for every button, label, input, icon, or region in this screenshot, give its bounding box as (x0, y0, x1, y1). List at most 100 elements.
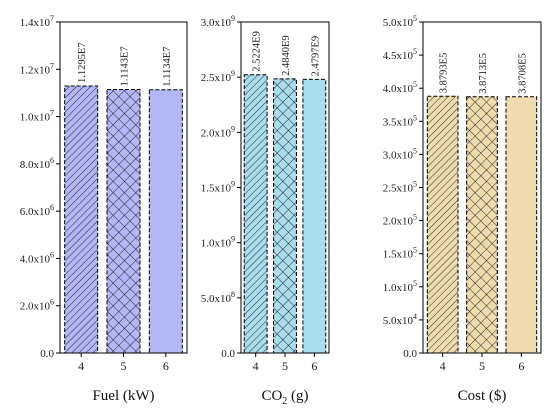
y-tick-exponent: 6 (50, 250, 54, 259)
y-tick-label: 5.0x108 (201, 290, 235, 305)
y-tick-label: 3.0x105 (383, 146, 417, 161)
y-tick-mantissa: 3.0x10 (383, 149, 414, 161)
data-label: 2.4797E9 (310, 36, 321, 77)
y-tick-exponent: 6 (50, 156, 54, 165)
y-tick-label: 0.0 (40, 348, 54, 360)
x-tick-label: 6 (518, 359, 524, 373)
y-tick-exponent: 9 (231, 180, 235, 189)
y-tick-exponent: 5 (413, 213, 417, 222)
x-axis-label-subscript: 2 (282, 396, 287, 407)
y-tick-label: 1.2x107 (20, 61, 54, 76)
bar-hatch-2-5 (273, 78, 297, 353)
x-axis-label: Cost ($) (458, 388, 507, 404)
x-tick-label: 4 (440, 359, 446, 373)
y-tick-mantissa: 6.0x10 (20, 206, 51, 218)
chart-panel-3: 3.8793E543.8713E553.8708E560.05.0x1041.0… (383, 14, 542, 404)
y-tick-mantissa: 5.0x10 (201, 293, 232, 305)
chart-panel-2: 2.5224E9 4 2.4840E9 5 2.4797E9 6 0.0 5.0x108 1.0… (201, 14, 330, 407)
y-tick-exponent: 6 (50, 203, 54, 212)
y-tick-mantissa: 4.0x10 (383, 83, 414, 95)
y-tick-mantissa: 1.0x10 (383, 282, 414, 294)
plot-frame (240, 21, 330, 354)
data-label: 3.8793E5 (439, 53, 450, 94)
x-tick-label: 6 (163, 359, 169, 373)
y-tick-exponent: 7 (50, 14, 54, 23)
y-tick-exponent: 4 (413, 312, 417, 321)
y-tick-label: 8.0x106 (20, 156, 54, 171)
y-tick-label: 0.0 (403, 348, 417, 360)
bar-3-6 (505, 96, 537, 353)
data-label: 1.1143E7 (120, 46, 131, 86)
y-tick-mantissa: 4.5x10 (383, 50, 414, 62)
bar-hatch-3-5 (466, 96, 498, 353)
y-tick-exponent: 5 (413, 246, 417, 255)
bar-hatch-2-4 (244, 74, 268, 354)
y-tick-mantissa: 2.0x10 (201, 127, 232, 139)
data-label: 1.1295E7 (77, 42, 88, 83)
x-tick-label: 5 (479, 359, 485, 373)
y-tick-label: 2.0x106 (20, 298, 54, 313)
x-tick-label: 6 (311, 359, 317, 373)
y-tick-mantissa: 5.0x10 (383, 315, 414, 327)
y-tick-label: 1.5x109 (201, 180, 235, 195)
y-tick-exponent: 5 (413, 180, 417, 189)
y-tick-mantissa: 1.2x10 (20, 64, 51, 76)
x-tick-label: 4 (78, 359, 84, 373)
y-tick-mantissa: 3.0x10 (201, 17, 232, 29)
y-tick-mantissa: 2.0x10 (20, 301, 51, 313)
x-axis-label: CO2 (g) (261, 388, 308, 407)
y-tick-label: 5.0x105 (383, 14, 417, 29)
data-label: 3.8708E5 (517, 53, 528, 94)
y-tick-exponent: 5 (413, 279, 417, 288)
y-tick-label: 2.0x109 (201, 124, 235, 139)
y-tick-exponent: 6 (50, 298, 54, 307)
y-tick-mantissa: 3.5x10 (383, 116, 414, 128)
data-label: 1.1134E7 (162, 47, 173, 87)
y-tick-label: 1.0x105 (383, 279, 417, 294)
y-tick-exponent: 9 (231, 69, 235, 78)
y-tick-label: 6.0x106 (20, 203, 54, 218)
bar-hatch-3-4 (427, 96, 459, 353)
y-tick-label: 2.0x105 (383, 213, 417, 228)
y-tick-label: 1.0x109 (201, 235, 235, 250)
y-tick-mantissa: 4.0x10 (20, 253, 51, 265)
y-tick-mantissa: 2.0x10 (383, 216, 414, 228)
y-tick-label: 3.0x109 (201, 14, 235, 29)
y-tick-mantissa: 1.0x10 (20, 112, 51, 124)
y-tick-label: 0.0 (221, 348, 235, 360)
x-tick-label: 5 (282, 359, 288, 373)
y-tick-label: 4.0x106 (20, 250, 54, 265)
y-tick-label: 5.0x104 (383, 312, 417, 327)
y-tick-mantissa: 8.0x10 (20, 159, 51, 171)
y-tick-mantissa: 2.5x10 (201, 72, 232, 84)
y-tick-exponent: 5 (413, 113, 417, 122)
y-tick-exponent: 7 (50, 109, 54, 118)
y-tick-label: 1.0x107 (20, 109, 54, 124)
y-tick-exponent: 5 (413, 14, 417, 23)
y-tick-exponent: 9 (231, 235, 235, 244)
y-tick-label: 1.4x107 (20, 14, 54, 29)
y-tick-label: 1.5x105 (383, 246, 417, 261)
y-tick-mantissa: 1.4x10 (20, 17, 51, 29)
data-label: 2.4840E9 (281, 35, 292, 76)
y-tick-label: 3.5x105 (383, 113, 417, 128)
bar-2-6 (302, 79, 326, 353)
x-axis-label-main: Fuel (kW) (92, 388, 154, 404)
y-tick-exponent: 7 (50, 61, 54, 70)
chart-panel-1: 1.1295E741.1143E751.1134E760.02.0x1064.0… (20, 14, 188, 404)
x-tick-label: 4 (253, 359, 259, 373)
x-axis-label-main: Cost ($) (458, 388, 507, 404)
x-axis-label-tail: (g) (287, 388, 308, 404)
data-label: 3.8713E5 (478, 53, 489, 94)
y-tick-label: 4.5x105 (383, 47, 417, 62)
data-label: 2.5224E9 (252, 31, 263, 72)
y-tick-exponent: 5 (413, 80, 417, 89)
x-tick-label: 5 (121, 359, 127, 373)
y-tick-mantissa: 1.5x10 (201, 183, 232, 195)
y-tick-exponent: 8 (231, 290, 235, 299)
y-tick-label: 2.5x105 (383, 180, 417, 195)
y-tick-mantissa: 2.5x10 (383, 183, 414, 195)
bar-hatch-1-4 (64, 85, 98, 354)
bar-hatch-1-5 (106, 89, 141, 354)
